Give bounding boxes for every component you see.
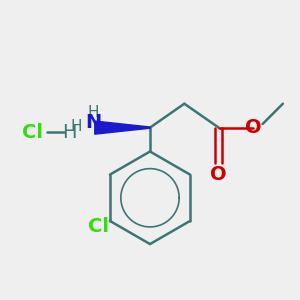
Text: H: H [71, 118, 82, 134]
Text: H: H [88, 105, 99, 120]
Text: Cl: Cl [22, 123, 43, 142]
Text: H: H [62, 123, 76, 142]
Text: N: N [85, 113, 101, 132]
Text: O: O [245, 118, 261, 137]
Text: O: O [210, 165, 226, 184]
Text: Cl: Cl [88, 218, 109, 236]
Polygon shape [95, 121, 150, 134]
